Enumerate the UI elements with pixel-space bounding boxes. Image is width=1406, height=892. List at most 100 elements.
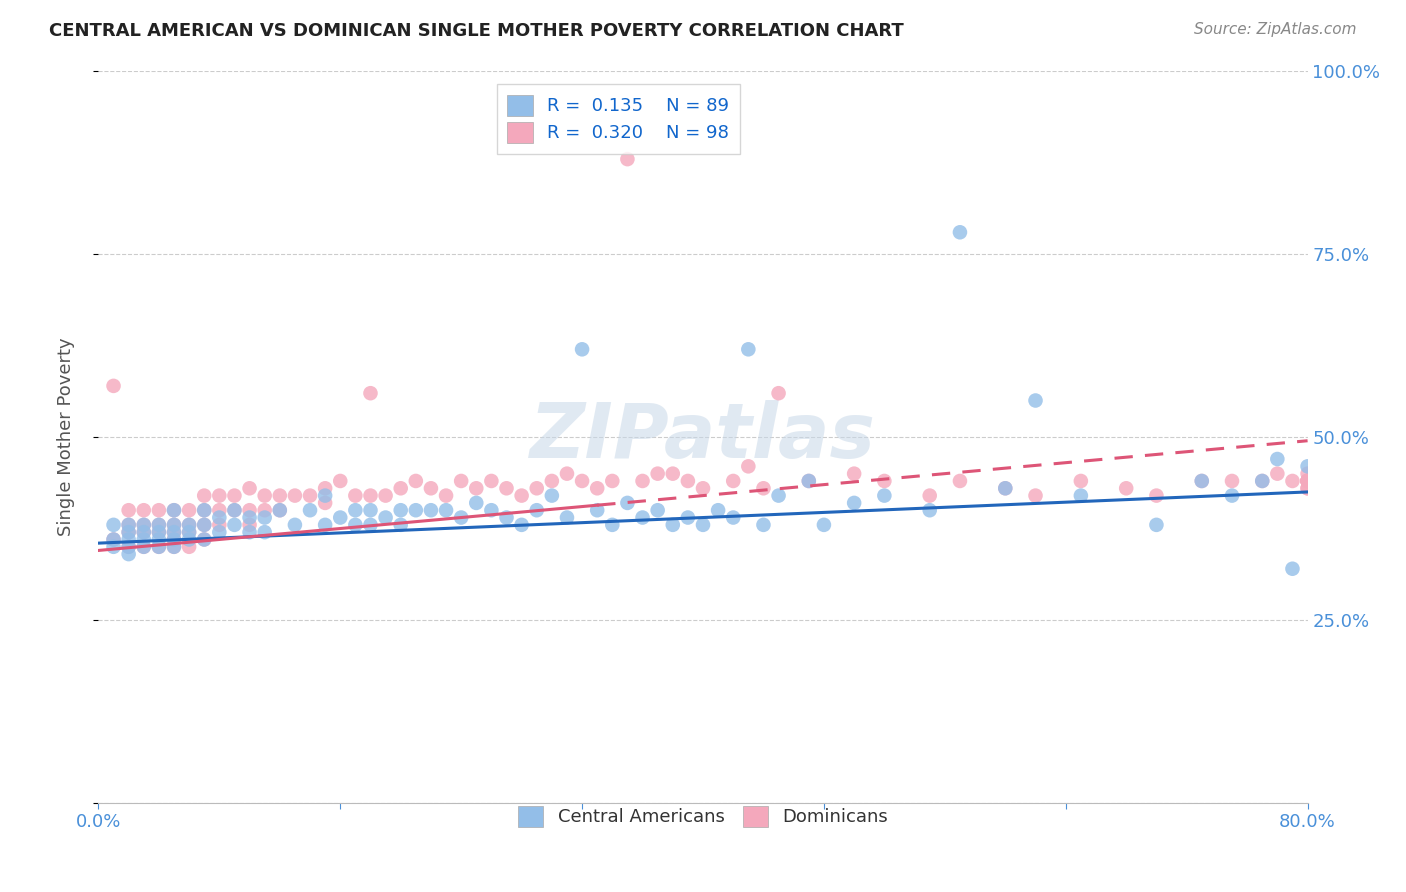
Point: [179, 525, 201, 540]
Point: [616, 152, 638, 166]
Point: [103, 517, 125, 532]
Point: [844, 467, 866, 481]
Point: [631, 474, 654, 488]
Point: [179, 517, 201, 532]
Point: [132, 517, 155, 532]
Point: [224, 517, 246, 532]
Point: [132, 525, 155, 540]
Point: [179, 540, 201, 554]
Point: [1191, 474, 1213, 488]
Point: [389, 517, 412, 532]
Point: [676, 474, 699, 488]
Point: [239, 481, 262, 495]
Point: [495, 481, 517, 495]
Point: [768, 386, 790, 401]
Point: [571, 474, 593, 488]
Point: [253, 503, 276, 517]
Point: [1024, 393, 1046, 408]
Point: [555, 510, 578, 524]
Text: Source: ZipAtlas.com: Source: ZipAtlas.com: [1194, 22, 1357, 37]
Point: [163, 540, 186, 554]
Point: [269, 503, 291, 517]
Point: [873, 489, 896, 503]
Point: [284, 517, 307, 532]
Point: [118, 517, 141, 532]
Point: [873, 474, 896, 488]
Point: [949, 225, 972, 239]
Point: [284, 489, 307, 503]
Point: [1251, 474, 1274, 488]
Point: [1267, 452, 1289, 467]
Point: [631, 510, 654, 524]
Point: [540, 474, 562, 488]
Point: [1296, 474, 1319, 488]
Point: [103, 533, 125, 547]
Point: [103, 540, 125, 554]
Point: [314, 489, 336, 503]
Point: [661, 467, 683, 481]
Point: [118, 525, 141, 540]
Point: [434, 503, 457, 517]
Point: [269, 489, 291, 503]
Point: [768, 489, 790, 503]
Point: [737, 343, 759, 357]
Point: [420, 481, 443, 495]
Point: [329, 474, 352, 488]
Point: [405, 503, 427, 517]
Point: [1220, 489, 1243, 503]
Point: [481, 503, 503, 517]
Point: [797, 474, 820, 488]
Point: [163, 503, 186, 517]
Point: [526, 481, 548, 495]
Point: [118, 503, 141, 517]
Point: [148, 540, 170, 554]
Point: [602, 517, 624, 532]
Point: [179, 525, 201, 540]
Point: [555, 467, 578, 481]
Point: [148, 525, 170, 540]
Point: [118, 517, 141, 532]
Point: [571, 343, 593, 357]
Point: [103, 533, 125, 547]
Point: [481, 474, 503, 488]
Point: [179, 533, 201, 547]
Point: [132, 525, 155, 540]
Point: [586, 481, 609, 495]
Point: [405, 474, 427, 488]
Point: [239, 510, 262, 524]
Point: [179, 517, 201, 532]
Point: [389, 503, 412, 517]
Point: [918, 503, 941, 517]
Point: [434, 489, 457, 503]
Point: [163, 517, 186, 532]
Point: [163, 525, 186, 540]
Point: [465, 481, 488, 495]
Point: [1024, 489, 1046, 503]
Point: [1251, 474, 1274, 488]
Point: [208, 489, 231, 503]
Point: [1296, 459, 1319, 474]
Point: [1296, 474, 1319, 488]
Point: [163, 540, 186, 554]
Point: [329, 510, 352, 524]
Point: [465, 496, 488, 510]
Point: [949, 474, 972, 488]
Point: [360, 386, 382, 401]
Point: [844, 496, 866, 510]
Point: [193, 517, 215, 532]
Point: [994, 481, 1017, 495]
Point: [1281, 562, 1303, 576]
Point: [1267, 467, 1289, 481]
Point: [118, 525, 141, 540]
Point: [1296, 474, 1319, 488]
Point: [360, 489, 382, 503]
Point: [1070, 489, 1092, 503]
Point: [148, 533, 170, 547]
Point: [148, 540, 170, 554]
Point: [118, 547, 141, 561]
Point: [692, 481, 714, 495]
Point: [132, 517, 155, 532]
Point: [360, 503, 382, 517]
Point: [163, 503, 186, 517]
Point: [314, 496, 336, 510]
